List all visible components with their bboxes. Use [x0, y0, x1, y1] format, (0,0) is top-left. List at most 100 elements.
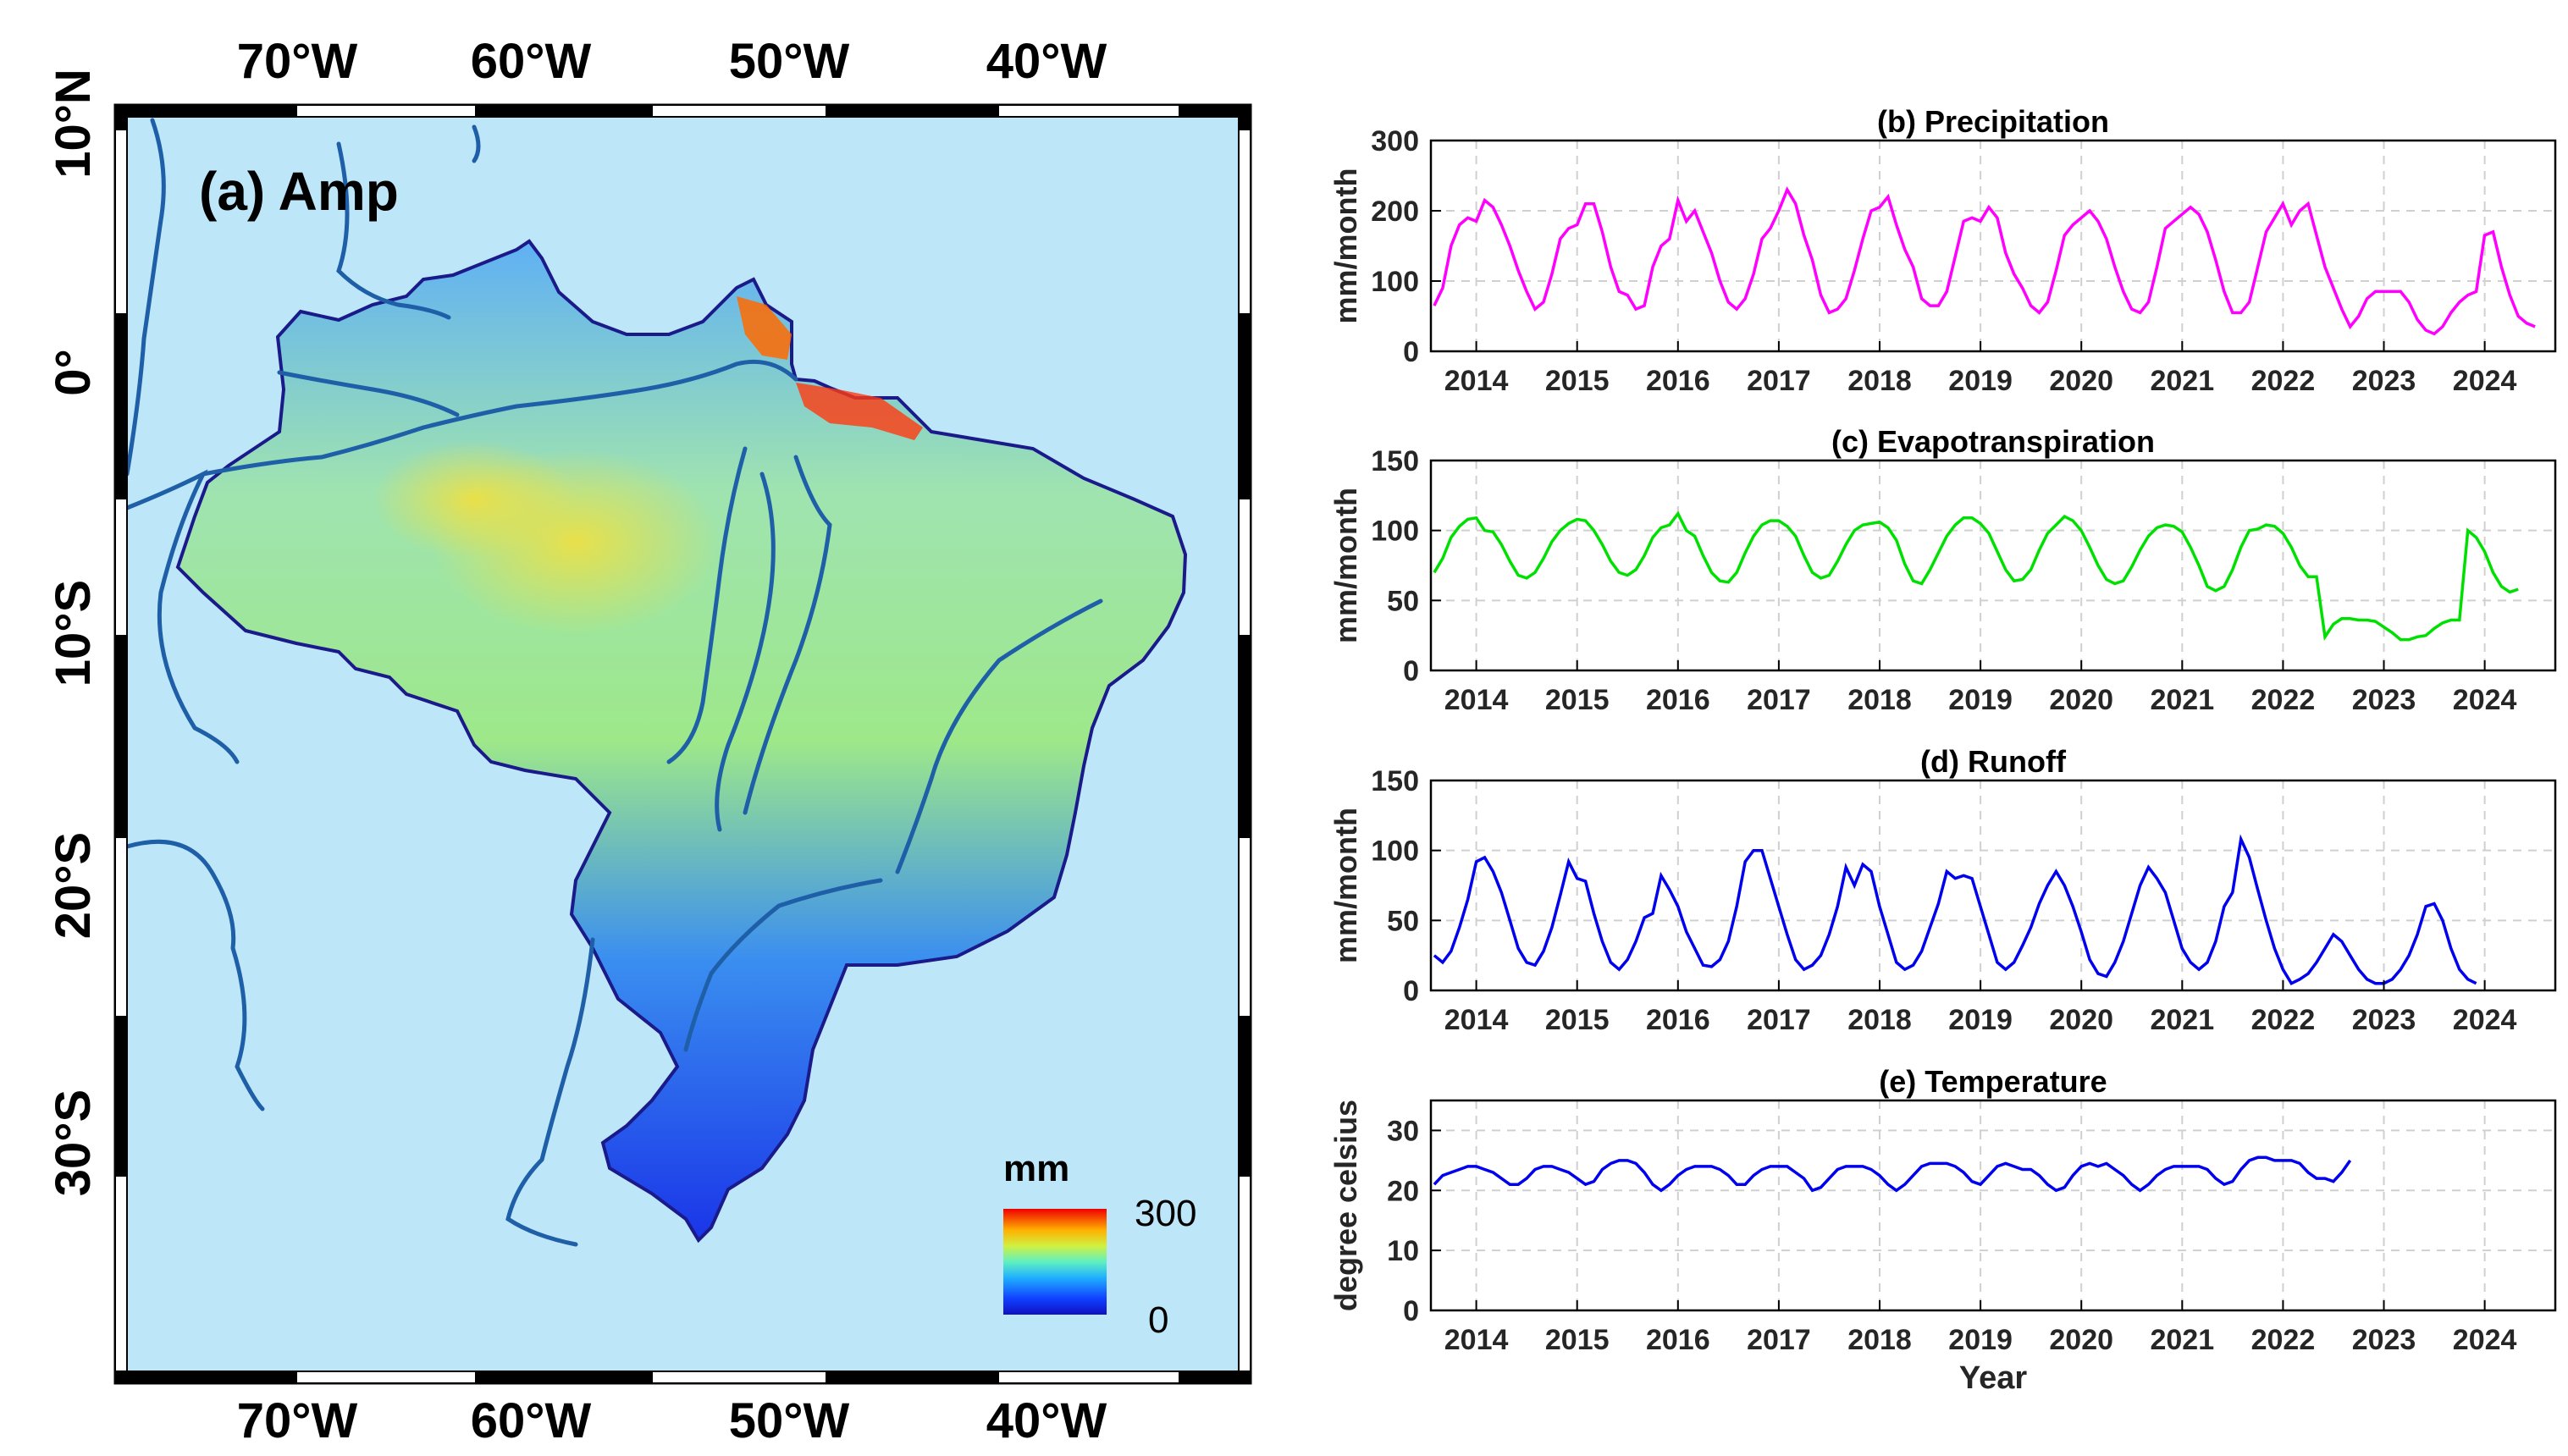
x-tick-label-2020: 2020: [2049, 365, 2113, 397]
river-tocantins: [743, 455, 832, 815]
river-xingu: [666, 446, 748, 764]
y-tick-label-0: 0: [1403, 336, 1419, 368]
x-tick-label-2015: 2015: [1545, 1324, 1610, 1356]
map-title: (a) Amp: [199, 161, 399, 222]
x-tick-label-2023: 2023: [2352, 1004, 2416, 1036]
river-west: [124, 469, 240, 764]
chart-panel-3: 2014 2015 2016 2017 2018 2019 2020 2021 2022 2023…: [1328, 1064, 2557, 1396]
y-tick-label-0: 0: [1403, 1295, 1419, 1327]
x-tick-label-2022: 2022: [2251, 684, 2316, 716]
y-axis-label-2: mm/month: [1328, 808, 1363, 963]
hotspot-west: [373, 440, 576, 559]
x-tick-label-2024: 2024: [2453, 365, 2517, 397]
lon-label-top-70w: 70°W: [237, 34, 358, 89]
lon-label-top-60w: 60°W: [471, 34, 592, 89]
x-tick-label-2014: 2014: [1444, 365, 1509, 397]
river-araguaia: [715, 472, 776, 832]
x-tick-label-2022: 2022: [2251, 365, 2316, 397]
frame-ticks: [114, 104, 1251, 1384]
y-axis-label-1: mm/month: [1328, 488, 1363, 643]
x-tick-label-2018: 2018: [1847, 684, 1912, 716]
series-line-0: [1433, 186, 2536, 336]
axes-box-2: [1429, 779, 2557, 992]
lon-label-bottom-40w: 40°W: [986, 1393, 1107, 1448]
lat-label-0: 0°: [46, 349, 101, 395]
river-sao-francisco: [895, 598, 1103, 874]
x-tick-label-2023: 2023: [2352, 1324, 2416, 1356]
x-tick-label-2022: 2022: [2251, 1004, 2316, 1036]
lat-label-10s: 10°S: [46, 580, 101, 687]
x-tick-label-2016: 2016: [1646, 365, 1710, 397]
y-tick-label-20: 20: [1387, 1175, 1419, 1207]
river-north: [124, 118, 166, 477]
x-tick-label-2024: 2024: [2453, 684, 2517, 716]
series-line-2: [1433, 834, 2477, 985]
axes-box-3: [1429, 1099, 2557, 1312]
x-tick-label-2019: 2019: [1948, 1324, 2013, 1356]
lon-label-top-40w: 40°W: [986, 34, 1107, 89]
lon-label-bottom-50w: 50°W: [729, 1393, 850, 1448]
lon-labels: 70°W 60°W 50°W 40°W 70°W 60°W 50°W 40°W: [237, 34, 1107, 1448]
chart-title-1: (c) Evapotranspiration: [1831, 424, 2155, 459]
lon-label-bottom-60w: 60°W: [471, 1393, 592, 1448]
lat-label-10n: 10°N: [46, 69, 101, 179]
chart-title-2: (d) Runoff: [1920, 744, 2067, 779]
x-tick-label-2018: 2018: [1847, 1324, 1912, 1356]
x-tick-label-2017: 2017: [1747, 1324, 1811, 1356]
river-pilcomayo: [124, 839, 265, 1111]
x-tick-label-2024: 2024: [2453, 1324, 2517, 1356]
x-tick-label-2015: 2015: [1545, 365, 1610, 397]
x-tick-label-2016: 2016: [1646, 1324, 1710, 1356]
y-tick-label-50: 50: [1387, 905, 1419, 937]
series-line-1: [1433, 510, 2519, 642]
river-parana-upper: [683, 878, 883, 1052]
y-tick-label-50: 50: [1387, 585, 1419, 617]
x-tick-label-2021: 2021: [2150, 1324, 2214, 1356]
x-tick-label-2021: 2021: [2150, 1004, 2214, 1036]
x-tick-label-2017: 2017: [1747, 1004, 1811, 1036]
x-tick-label-2023: 2023: [2352, 365, 2416, 397]
hotspot-amazon-mouth: [796, 383, 923, 440]
y-tick-label-0: 0: [1403, 655, 1419, 687]
river-branco: [336, 141, 451, 320]
x-axis-label-3: Year: [1959, 1360, 2028, 1396]
chart-panel-1: 2014 2015 2016 2017 2018 2019 2020 2021 2022 2023…: [1328, 424, 2557, 716]
colorbar-min-label: 0: [1148, 1299, 1168, 1341]
axes-box-1: [1429, 459, 2557, 672]
lat-label-30s: 30°S: [46, 1089, 101, 1196]
y-tick-label-0: 0: [1403, 975, 1419, 1007]
lon-label-top-50w: 50°W: [729, 34, 850, 89]
y-tick-label-150: 150: [1371, 445, 1419, 477]
x-tick-label-2014: 2014: [1444, 684, 1509, 716]
y-axis-label-3: degree celsius: [1328, 1100, 1363, 1311]
x-tick-label-2020: 2020: [2049, 1324, 2113, 1356]
x-tick-label-2021: 2021: [2150, 365, 2214, 397]
chart-title-0: (b) Precipitation: [1877, 104, 2109, 139]
x-tick-label-2018: 2018: [1847, 1004, 1912, 1036]
x-tick-label-2020: 2020: [2049, 684, 2113, 716]
x-tick-label-2020: 2020: [2049, 1004, 2113, 1036]
x-tick-label-2014: 2014: [1444, 1324, 1509, 1356]
x-tick-label-2018: 2018: [1847, 365, 1912, 397]
river-negro: [277, 370, 460, 417]
river-paraguay: [505, 937, 595, 1247]
chart-title-3: (e) Temperature: [1879, 1064, 2107, 1099]
y-tick-label-200: 200: [1371, 196, 1419, 228]
y-tick-label-30: 30: [1387, 1115, 1419, 1147]
colorbar-unit: mm: [1003, 1148, 1069, 1189]
x-tick-label-2021: 2021: [2150, 684, 2214, 716]
x-tick-label-2016: 2016: [1646, 684, 1710, 716]
colorbar-ramp: [1003, 1209, 1107, 1315]
x-tick-label-2016: 2016: [1646, 1004, 1710, 1036]
y-tick-label-300: 300: [1371, 125, 1419, 157]
map-panel: (a) Amp 70°W 60°W 50°W 40°W 70°W 60°W 50…: [46, 34, 1252, 1448]
colorbar: mm 300 0: [1003, 1148, 1196, 1341]
y-tick-label-10: 10: [1387, 1235, 1419, 1267]
lat-labels: 10°N 0° 10°S 20°S 30°S: [46, 69, 101, 1196]
series-line-3: [1433, 1155, 2352, 1193]
chart-panel-2: 2014 2015 2016 2017 2018 2019 2020 2021 2022 2023…: [1328, 744, 2557, 1036]
x-tick-label-2019: 2019: [1948, 1004, 2013, 1036]
river-guiana: [472, 124, 481, 163]
